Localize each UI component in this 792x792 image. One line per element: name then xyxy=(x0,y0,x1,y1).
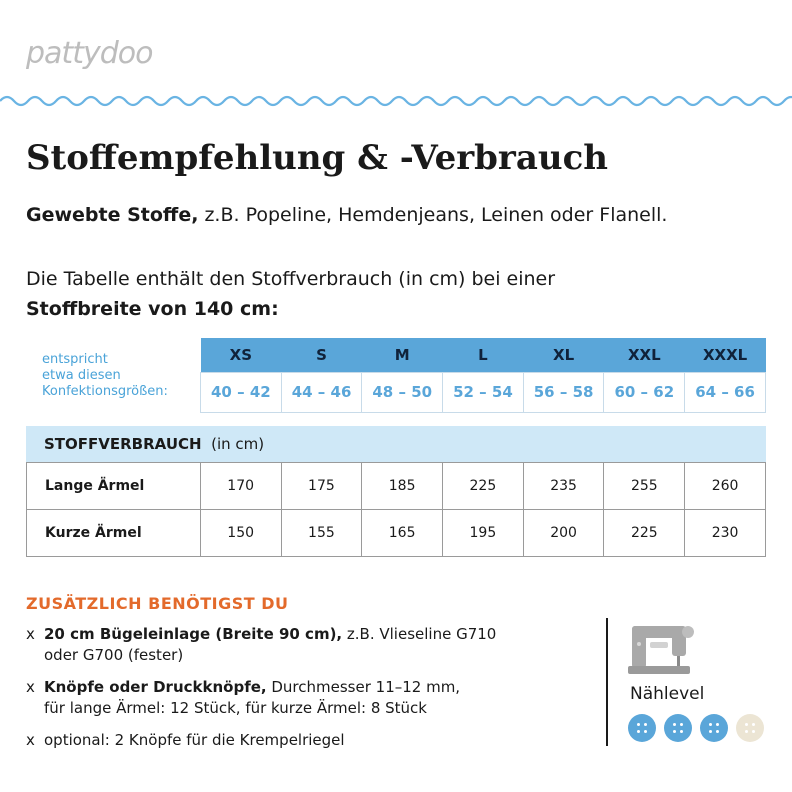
row-label: Lange Ärmel xyxy=(26,462,201,510)
table-cell: 225 xyxy=(442,462,524,510)
level-button-icon xyxy=(736,714,764,742)
table-cell: 200 xyxy=(522,509,605,557)
item-bold: 20 cm Bügeleinlage (Breite 90 cm), xyxy=(44,625,343,643)
table-cell: 155 xyxy=(280,509,363,557)
table-cell: 260 xyxy=(684,462,766,510)
item-bold: Knöpfe oder Druckknöpfe, xyxy=(44,678,267,696)
size-label-line: Konfektionsgrößen: xyxy=(42,384,168,399)
size-label-line: etwa diesen xyxy=(42,368,121,383)
size-header: XL xyxy=(523,338,604,372)
size-range: 44 – 46 xyxy=(280,371,363,413)
size-header: XS xyxy=(200,338,282,372)
consumption-unit: (in cm) xyxy=(211,435,265,453)
table-cell: 255 xyxy=(603,462,686,510)
table-cell: 170 xyxy=(199,462,282,510)
fabric-type: Gewebte Stoffe, xyxy=(26,204,199,226)
list-item: x 20 cm Bügeleinlage (Breite 90 cm), z.B… xyxy=(26,624,586,666)
item-text: Durchmesser 11–12 mm, xyxy=(266,678,461,696)
bullet-icon: x xyxy=(26,731,35,749)
size-header: M xyxy=(361,338,443,372)
table-cell: 235 xyxy=(522,462,605,510)
item-text: für lange Ärmel: 12 Stück, für kurze Ärm… xyxy=(44,699,427,717)
size-header: XXXL xyxy=(684,338,766,372)
size-label-line: entspricht xyxy=(42,352,108,367)
table-cell: 185 xyxy=(361,462,443,510)
consumption-header: STOFFVERBRAUCH (in cm) xyxy=(26,426,766,462)
size-range-row: 40 – 42 44 – 46 48 – 50 52 – 54 56 – 58 … xyxy=(200,371,766,413)
list-item: x Knöpfe oder Druckknöpfe, Durchmesser 1… xyxy=(26,677,586,719)
level-button-icon xyxy=(664,714,692,742)
size-range: 60 – 62 xyxy=(603,371,686,413)
extras-title: ZUSÄTZLICH BENÖTIGST DU xyxy=(26,594,289,613)
table-cell: 165 xyxy=(361,509,443,557)
item-text: optional: 2 Knöpfe für die Krempelriegel xyxy=(44,731,345,749)
bullet-icon: x xyxy=(26,678,35,696)
page-title: Stoffempfehlung & -Verbrauch xyxy=(26,138,609,178)
size-equivalent-label: entspricht etwa diesen Konfektionsgrößen… xyxy=(42,352,202,400)
table-cell: 150 xyxy=(199,509,282,557)
size-range: 52 – 54 xyxy=(442,371,524,413)
size-range: 48 – 50 xyxy=(361,371,444,413)
level-button-icon xyxy=(628,714,656,742)
table-row: Lange Ärmel 170 175 185 225 235 255 260 xyxy=(26,462,766,510)
level-button-icon xyxy=(700,714,728,742)
consumption-table: Lange Ärmel 170 175 185 225 235 255 260 … xyxy=(26,462,766,557)
brand-logo: pattydoo xyxy=(26,36,153,71)
size-range: 64 – 66 xyxy=(684,371,766,413)
row-label: Kurze Ärmel xyxy=(26,509,201,557)
level-indicator xyxy=(628,714,764,742)
fabric-examples: z.B. Popeline, Hemdenjeans, Leinen oder … xyxy=(198,204,668,226)
size-header: L xyxy=(442,338,524,372)
table-intro: Die Tabelle enthält den Stoffverbrauch (… xyxy=(26,264,555,324)
item-text: oder G700 (fester) xyxy=(44,646,184,664)
consumption-title: STOFFVERBRAUCH xyxy=(44,435,202,453)
size-header-row: XS S M L XL XXL XXXL xyxy=(200,338,766,372)
sewing-machine-icon xyxy=(628,626,694,674)
table-cell: 225 xyxy=(603,509,686,557)
table-cell: 195 xyxy=(442,509,524,557)
fabric-recommendation: Gewebte Stoffe, z.B. Popeline, Hemdenjea… xyxy=(26,204,667,226)
size-range: 56 – 58 xyxy=(522,371,605,413)
size-header: XXL xyxy=(603,338,685,372)
size-table: XS S M L XL XXL XXXL 40 – 42 44 – 46 48 … xyxy=(200,338,766,413)
table-cell: 175 xyxy=(280,462,363,510)
intro-line: Die Tabelle enthält den Stoffverbrauch (… xyxy=(26,268,556,290)
list-item: x optional: 2 Knöpfe für die Krempelrieg… xyxy=(26,730,586,751)
vertical-divider xyxy=(606,618,608,746)
wave-divider xyxy=(0,95,792,107)
fabric-width: Stoffbreite von 140 cm: xyxy=(26,298,279,320)
bullet-icon: x xyxy=(26,625,35,643)
level-label: Nählevel xyxy=(630,684,705,704)
table-row: Kurze Ärmel 150 155 165 195 200 225 230 xyxy=(26,509,766,557)
extras-list: x 20 cm Bügeleinlage (Breite 90 cm), z.B… xyxy=(26,624,586,762)
item-text: z.B. Vlieseline G710 xyxy=(342,625,497,643)
size-header: S xyxy=(281,338,362,372)
table-cell: 230 xyxy=(684,509,766,557)
size-range: 40 – 42 xyxy=(200,371,282,413)
